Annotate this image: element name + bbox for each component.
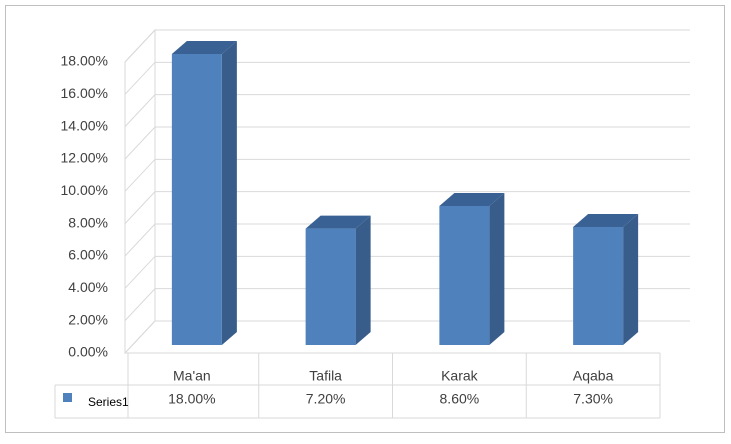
grid-line — [124, 94, 690, 128]
y-tick-label: 16.00% — [61, 85, 108, 101]
legend-swatch — [63, 393, 72, 402]
bar — [573, 226, 624, 345]
value-label: 18.00% — [168, 391, 215, 407]
category-label: Karak — [441, 368, 479, 384]
grid-line — [124, 288, 690, 322]
y-tick-label: 14.00% — [61, 117, 108, 133]
category-label: Ma'an — [173, 368, 211, 384]
value-label: 7.20% — [306, 391, 346, 407]
y-tick-label: 8.00% — [68, 214, 108, 230]
bar-side — [221, 41, 237, 345]
y-tick-label: 2.00% — [68, 311, 108, 327]
grid-line — [124, 158, 690, 192]
grid-line — [124, 126, 690, 160]
bar — [305, 228, 356, 345]
bar-top — [573, 213, 639, 227]
value-label: 7.30% — [573, 391, 613, 407]
y-tick-label: 6.00% — [68, 247, 108, 263]
bar — [439, 205, 490, 345]
grid-line — [124, 320, 690, 354]
bar-side — [355, 215, 371, 345]
value-label: 8.60% — [440, 391, 480, 407]
grid-line — [124, 61, 690, 95]
bar — [171, 54, 222, 345]
bar-side — [489, 192, 505, 345]
y-tick-label: 10.00% — [61, 182, 108, 198]
bar-top — [305, 215, 371, 229]
bar-side — [623, 213, 639, 345]
y-tick-label: 0.00% — [68, 344, 108, 360]
grid-line — [124, 29, 690, 63]
grid-line — [124, 255, 690, 289]
category-label: Tafila — [309, 368, 342, 384]
bar-top — [439, 192, 505, 206]
legend-label: Series1 — [88, 395, 129, 409]
category-label: Aqaba — [573, 368, 614, 384]
y-tick-label: 4.00% — [68, 279, 108, 295]
grid-line — [124, 223, 690, 257]
grid-line — [124, 191, 690, 225]
bar-top — [171, 41, 237, 54]
y-tick-label: 18.00% — [61, 53, 108, 69]
y-tick-label: 12.00% — [61, 150, 108, 166]
